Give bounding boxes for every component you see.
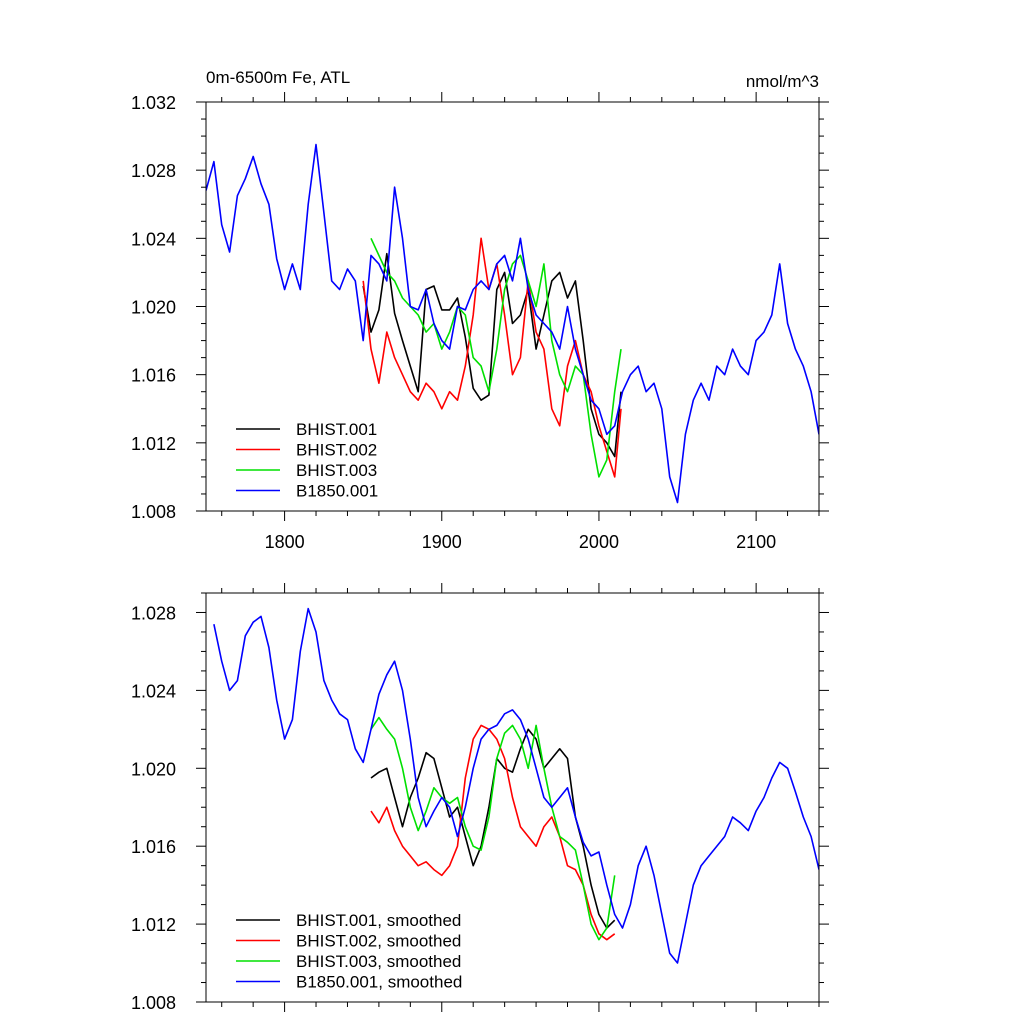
y-tick-label: 1.012 xyxy=(131,434,176,454)
y-tick-label: 1.012 xyxy=(131,915,176,935)
y-tick-label: 1.008 xyxy=(131,993,176,1013)
x-tick-label: 2000 xyxy=(579,532,619,552)
chart-panel-2: 1.008 1.012 1.016 1.020 1.024 1.028 BHIST.001,… xyxy=(131,583,829,1013)
series-line-1 xyxy=(370,728,616,929)
chart-units: nmol/m^3 xyxy=(746,72,819,91)
series-line-3 xyxy=(370,237,622,478)
legend-label: B1850.001 xyxy=(296,482,378,501)
chart-panel-1: 1800 1900 2000 2100 1.008 1.012 1.016 1.020 1.02… xyxy=(131,68,829,552)
series-line-1 xyxy=(362,252,622,458)
y-tick-label: 1.024 xyxy=(131,229,176,249)
y-tick-label: 1.024 xyxy=(131,681,176,701)
series-line-2 xyxy=(370,724,616,941)
series-group xyxy=(213,607,819,964)
y-tick-label: 1.016 xyxy=(131,837,176,857)
legend-label: BHIST.002 xyxy=(296,441,377,460)
y-tick-label: 1.028 xyxy=(131,603,176,623)
legend-label: BHIST.001 xyxy=(296,420,377,439)
y-tick-label: 1.032 xyxy=(131,93,176,113)
series-line-4 xyxy=(213,607,819,964)
legend: BHIST.001, smoothed BHIST.002, smoothedBH… xyxy=(236,911,462,992)
series-line-3 xyxy=(370,716,616,941)
x-tick-label: 2100 xyxy=(736,532,776,552)
legend-label: BHIST.003 xyxy=(296,461,377,480)
y-tick-label: 1.020 xyxy=(131,759,176,779)
series-group xyxy=(206,143,819,504)
x-tick-label: 1900 xyxy=(422,532,462,552)
y-tick-label: 1.008 xyxy=(131,502,176,522)
y-tick-label: 1.016 xyxy=(131,366,176,386)
legend-label: BHIST.003, smoothed xyxy=(296,952,461,971)
series-line-4 xyxy=(206,143,819,504)
y-tick-label: 1.028 xyxy=(131,161,176,181)
legend-label: BHIST.002, smoothed xyxy=(296,932,461,951)
x-tick-label: 1800 xyxy=(265,532,305,552)
legend-label: B1850.001, smoothed xyxy=(296,973,462,992)
plot-frame xyxy=(205,592,820,1003)
chart-title: 0m-6500m Fe, ATL xyxy=(206,68,350,87)
legend-label: BHIST.001, smoothed xyxy=(296,911,461,930)
y-tick-label: 1.020 xyxy=(131,298,176,318)
